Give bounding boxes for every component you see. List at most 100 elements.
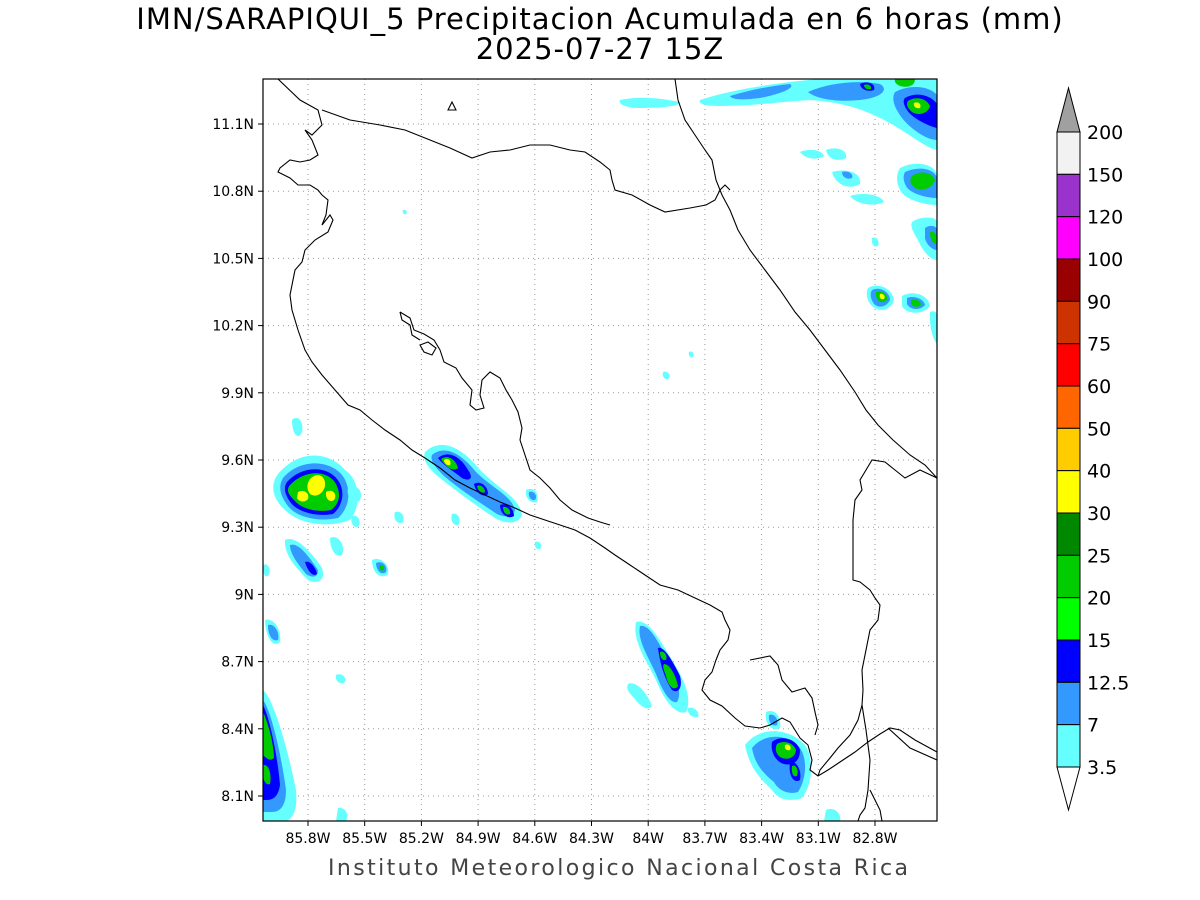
longitude-label: 84.9W bbox=[456, 831, 501, 847]
legend-label: 90 bbox=[1087, 291, 1111, 313]
precip-patch bbox=[335, 674, 346, 684]
precip-patch bbox=[824, 808, 841, 821]
precip-patch bbox=[307, 475, 326, 496]
legend-label: 60 bbox=[1087, 376, 1111, 398]
longitude-label: 83.7W bbox=[682, 831, 727, 847]
precip-patch bbox=[913, 102, 921, 109]
longitude-label: 84.6W bbox=[512, 831, 557, 847]
precip-patch bbox=[871, 237, 879, 247]
precip-patch bbox=[894, 79, 915, 87]
precipitation-areas bbox=[263, 79, 937, 821]
latitude-label: 11.1N bbox=[212, 117, 254, 133]
precip-patch bbox=[402, 209, 407, 215]
precip-patch bbox=[842, 171, 853, 179]
longitude-label: 85.5W bbox=[342, 831, 387, 847]
longitude-label: 85.8W bbox=[285, 831, 330, 847]
legend-swatch bbox=[1056, 470, 1081, 514]
longitude-label: 84.3W bbox=[569, 831, 614, 847]
legend-swatch bbox=[1056, 597, 1081, 641]
legend-label: 50 bbox=[1087, 418, 1111, 440]
legend-label: 40 bbox=[1087, 461, 1111, 483]
precip-patch bbox=[503, 506, 511, 515]
coastlines-and-borders bbox=[277, 79, 937, 821]
nicaragua-border bbox=[321, 109, 731, 213]
precip-patch bbox=[263, 764, 271, 785]
panama-coast-east bbox=[887, 727, 937, 761]
legend-swatch bbox=[1056, 258, 1081, 302]
precip-patch bbox=[911, 299, 921, 307]
precip-patch bbox=[832, 170, 861, 187]
legend-label: 200 bbox=[1087, 122, 1123, 144]
burica-coast bbox=[857, 704, 871, 821]
footer-credit: Instituto Meteorologico Nacional Costa R… bbox=[328, 856, 911, 881]
nicoya-inner bbox=[399, 311, 421, 341]
latitude-label: 10.8N bbox=[212, 184, 254, 200]
precip-patch bbox=[330, 537, 344, 556]
precip-patch bbox=[864, 84, 872, 90]
legend-swatch bbox=[1056, 427, 1081, 472]
precip-patch bbox=[534, 541, 542, 550]
precip-patch bbox=[930, 231, 937, 244]
latitude-label: 9N bbox=[235, 587, 254, 603]
longitude-label: 82.8W bbox=[852, 831, 897, 847]
longitude-label: 84W bbox=[632, 831, 664, 847]
precip-patch bbox=[347, 486, 362, 503]
precip-patch bbox=[688, 351, 694, 358]
legend-under-triangle bbox=[1056, 766, 1081, 812]
legend-swatch bbox=[1056, 639, 1081, 683]
latitude-label: 8.7N bbox=[221, 655, 254, 671]
legend-label: 75 bbox=[1087, 334, 1111, 356]
panama-coast-south bbox=[869, 789, 883, 821]
precip-patch bbox=[451, 513, 460, 526]
golfo-dulce bbox=[749, 655, 819, 736]
precip-patch bbox=[784, 744, 791, 751]
precip-patch bbox=[305, 561, 317, 575]
precip-patch bbox=[336, 807, 348, 821]
precip-patch bbox=[292, 417, 303, 436]
longitude-axis: 85.8W 85.5W 85.2W 84.9W 84.6W 84.3W 84W 83.7W 83… bbox=[285, 821, 898, 847]
legend-label: 7 bbox=[1087, 715, 1099, 737]
island bbox=[419, 341, 437, 356]
precip-patch bbox=[351, 515, 360, 528]
latitude-label: 9.3N bbox=[221, 520, 254, 536]
island bbox=[447, 100, 457, 111]
legend-swatch bbox=[1056, 343, 1081, 387]
legend-label: 100 bbox=[1087, 249, 1123, 271]
legend-swatch bbox=[1056, 173, 1081, 218]
legend-over-triangle bbox=[1056, 86, 1081, 133]
nicoya-coast bbox=[399, 311, 611, 526]
precip-patch bbox=[687, 707, 699, 718]
precip-patch bbox=[662, 371, 670, 380]
latitude-label: 9.9N bbox=[221, 386, 254, 402]
panama-border bbox=[817, 459, 937, 777]
latitude-label: 10.5N bbox=[212, 251, 254, 267]
precip-patch bbox=[627, 683, 652, 709]
precip-patch bbox=[263, 712, 274, 760]
precip-patch bbox=[775, 742, 796, 759]
legend-swatch bbox=[1056, 216, 1081, 260]
precip-patch bbox=[528, 491, 537, 501]
precip-patch bbox=[444, 458, 451, 466]
precip-patch bbox=[850, 194, 884, 205]
map-subtitle-date: 2025-07-27 15Z bbox=[475, 32, 725, 66]
legend-swatch bbox=[1056, 512, 1081, 556]
precip-patch bbox=[879, 293, 885, 300]
legend-swatch bbox=[1056, 681, 1081, 726]
map-frame bbox=[262, 78, 938, 822]
legend-label: 150 bbox=[1087, 164, 1123, 186]
legend-swatch bbox=[1056, 131, 1081, 175]
precip-patch bbox=[910, 172, 935, 190]
precip-patch bbox=[297, 490, 309, 502]
precip-patch bbox=[394, 511, 404, 524]
precip-patch bbox=[379, 565, 385, 571]
latitude-axis: 11.1N 10.8N 10.5N 10.2N 9.9N 9.6N 9.3N 9N 8.7N 8.… bbox=[212, 117, 263, 805]
precip-patch bbox=[791, 765, 798, 777]
latitude-label: 10.2N bbox=[212, 319, 254, 335]
longitude-label: 83.1W bbox=[796, 831, 841, 847]
precip-patch bbox=[619, 97, 681, 108]
color-legend: 200 150 120 100 90 75 60 50 40 30 25 20 15 12.5 7 3.5 bbox=[1056, 86, 1129, 812]
caribbean-coast bbox=[674, 79, 937, 479]
legend-label: 12.5 bbox=[1087, 672, 1129, 694]
legend-label: 3.5 bbox=[1087, 757, 1117, 779]
